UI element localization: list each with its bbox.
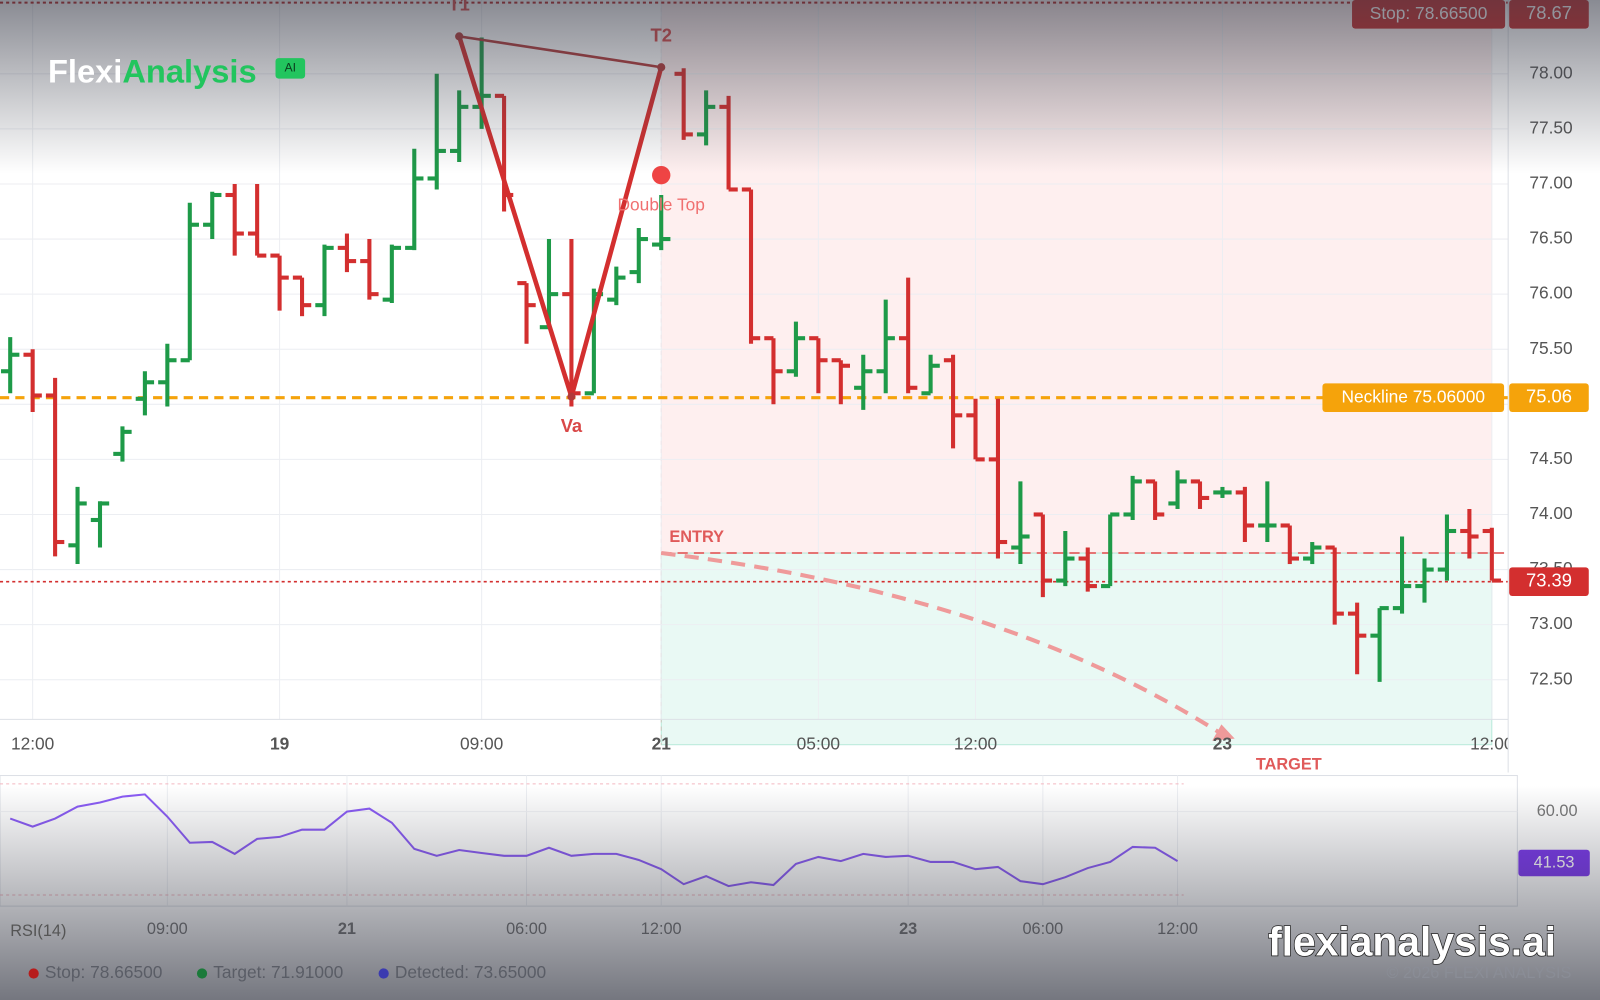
x-tick-label: 12:00 xyxy=(11,733,54,753)
y-tick-label: 74.00 xyxy=(1529,503,1572,523)
pattern-point xyxy=(567,392,576,401)
target-arrow xyxy=(1212,724,1235,741)
logo: FlexiAnalysis xyxy=(48,52,257,89)
neckline-label-box xyxy=(1322,383,1505,412)
pattern-point-label: Va xyxy=(561,415,583,436)
neckline-label: Neckline 75.06000 xyxy=(1341,386,1485,406)
legend-label: Stop: 78.66500 xyxy=(45,962,163,982)
legend-dot xyxy=(28,968,39,979)
logo-second: Analysis xyxy=(122,52,256,89)
last-price-tag-box xyxy=(1509,567,1589,596)
neckline-tag: 75.06 xyxy=(1526,386,1572,407)
legend-label: Detected: 73.65000 xyxy=(395,962,546,982)
y-tick-label: 73.00 xyxy=(1529,613,1572,633)
reward-zone xyxy=(660,552,1493,746)
x-tick-label: 21 xyxy=(652,733,672,753)
last-price-tag: 73.39 xyxy=(1526,570,1572,591)
x-tick-label: 23 xyxy=(1213,733,1233,753)
legend-label: Target: 71.91000 xyxy=(213,962,343,982)
top-overlay xyxy=(0,0,1600,174)
watermark: flexianalysis.ai xyxy=(1268,919,1556,965)
legend-dot xyxy=(378,968,389,979)
neckline-tag-box xyxy=(1509,383,1589,412)
y-tick-label: 75.50 xyxy=(1529,338,1572,358)
y-tick-label: 74.50 xyxy=(1529,448,1572,468)
x-tick-label: 09:00 xyxy=(460,733,503,753)
logo-badge-box xyxy=(275,58,306,79)
y-tick-label: 76.50 xyxy=(1529,228,1572,248)
bottom-overlay xyxy=(0,785,1600,1000)
logo-first: Flexi xyxy=(48,52,122,89)
x-tick-label: 12:00 xyxy=(1470,733,1513,753)
target-projection xyxy=(660,551,1224,737)
x-tick-label: 12:00 xyxy=(954,733,997,753)
y-tick-label: 77.00 xyxy=(1529,173,1572,193)
legend-dot xyxy=(196,968,208,979)
y-tick-label: 76.00 xyxy=(1529,283,1572,303)
logo-badge: AI xyxy=(285,61,297,75)
pattern-label: Double Top xyxy=(618,194,705,214)
y-tick-label: 72.50 xyxy=(1529,668,1572,688)
x-tick-label: 05:00 xyxy=(797,733,840,753)
target-label: TARGET xyxy=(1256,756,1322,774)
rsi-label: RSI(14) xyxy=(10,922,66,940)
entry-label: ENTRY xyxy=(669,528,724,546)
x-tick-label: 19 xyxy=(270,733,289,753)
copyright: © 2026 FLEXI ANALYSIS xyxy=(1387,964,1572,982)
